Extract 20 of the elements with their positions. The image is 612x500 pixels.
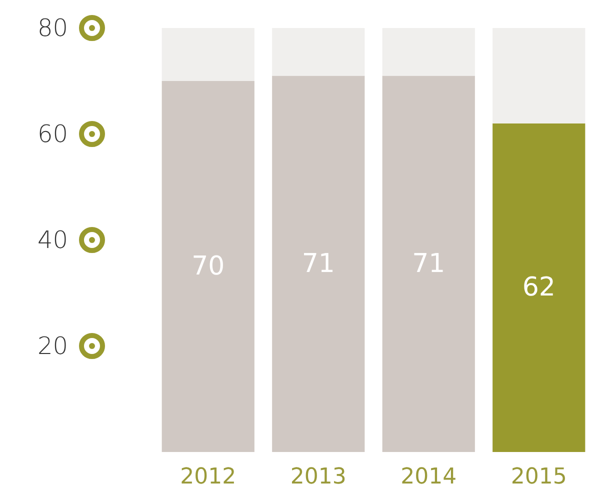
data-label: 70 [192,252,225,282]
bar [382,76,475,452]
y-tick-label: 60 [37,120,68,148]
bar [382,28,475,76]
x-tick-label: 2015 [510,464,567,490]
data-label: 62 [522,272,556,303]
data-label: 71 [302,248,335,279]
x-tick-label: 2012 [180,464,236,490]
data-label: 71 [412,248,446,279]
bar [492,28,586,124]
y-tick-label: 80 [37,14,68,42]
bar [272,28,365,76]
bar [272,76,365,452]
bar [162,81,254,452]
bar [492,123,586,452]
x-tick-label: 2014 [400,464,457,490]
x-tick-label: 2013 [290,464,346,490]
y-tick-label: 40 [37,226,68,254]
bar [162,28,254,81]
y-tick-label: 20 [37,332,68,360]
